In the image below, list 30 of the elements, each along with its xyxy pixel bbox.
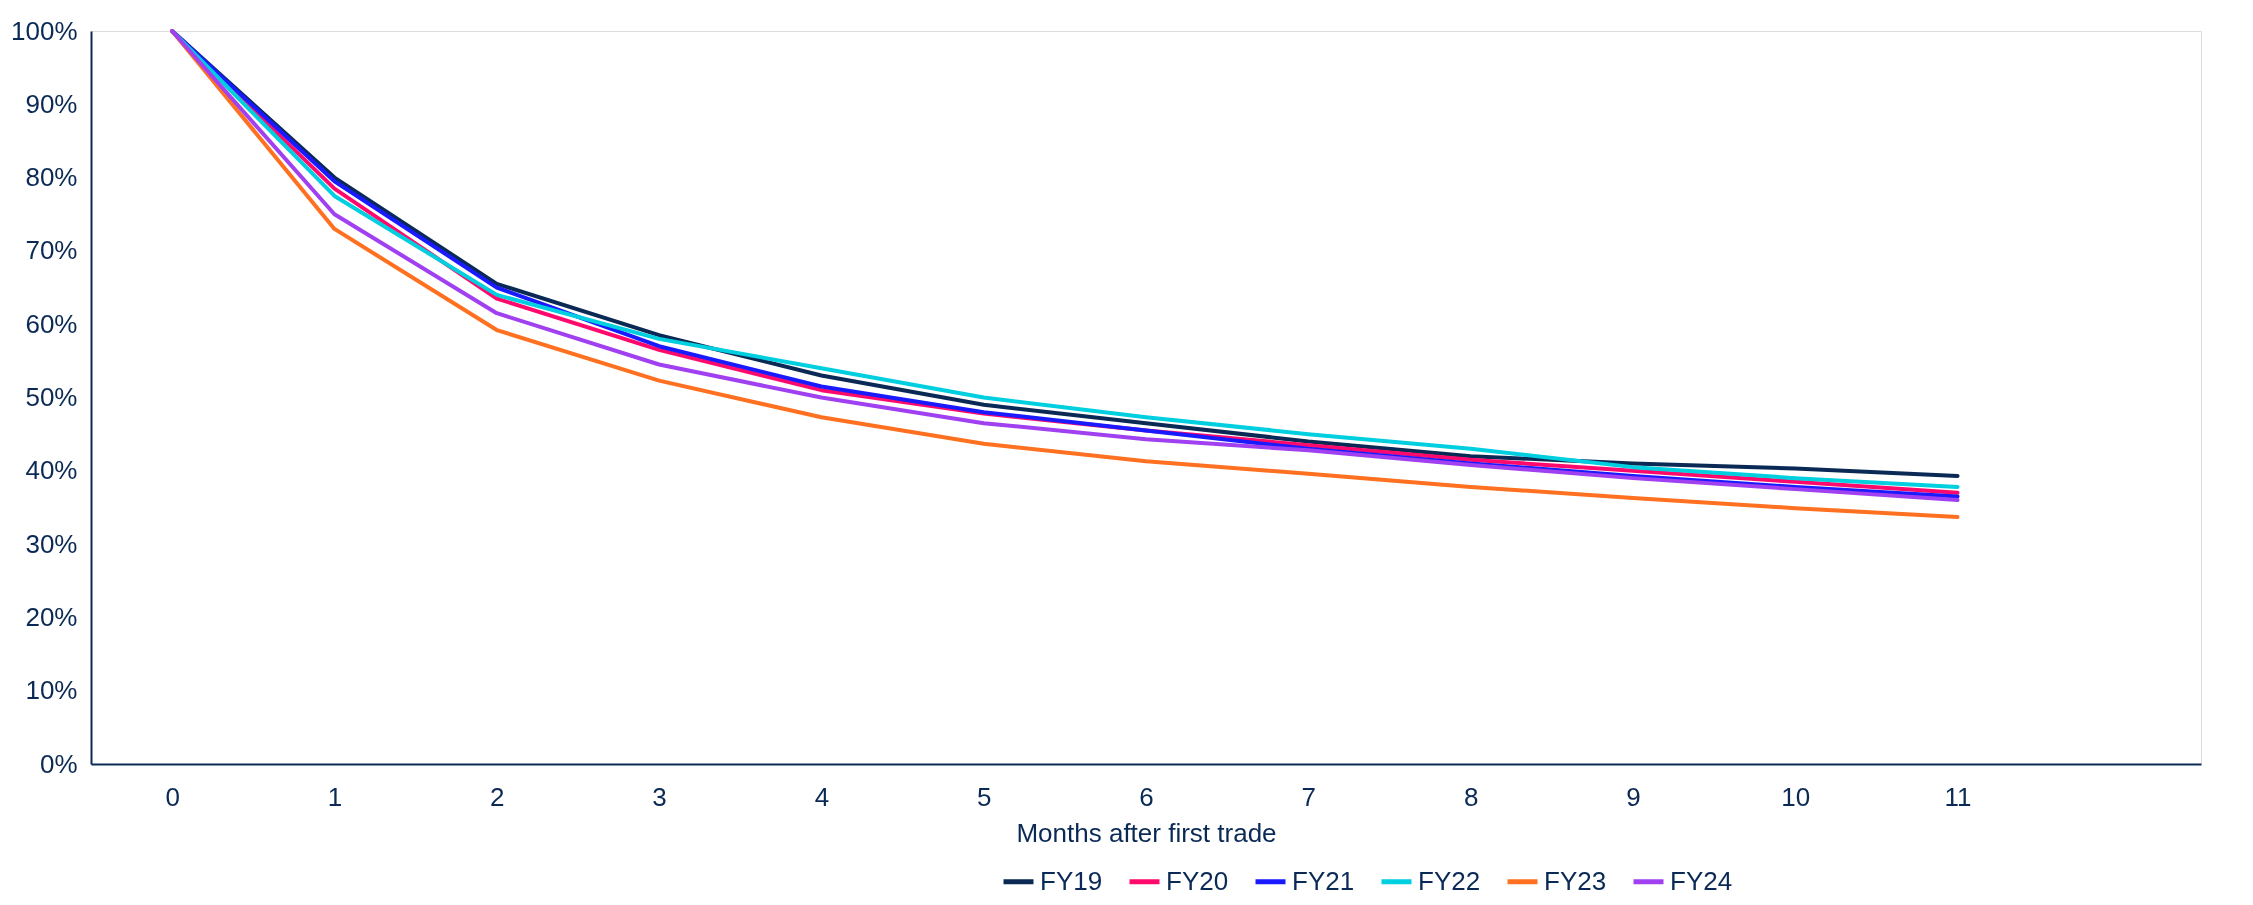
x-tick-label: 3 [652, 781, 667, 812]
legend-label: FY24 [1670, 865, 1733, 896]
y-tick-label: 10% [25, 675, 78, 706]
y-tick-label: 0% [39, 748, 78, 779]
y-tick-label: 20% [25, 601, 78, 632]
x-tick-label: 5 [976, 781, 992, 812]
x-tick-label: 11 [1944, 781, 1972, 812]
x-tick-label: 8 [1463, 781, 1479, 812]
y-tick-label: 50% [25, 382, 78, 412]
legend-label: FY21 [1292, 865, 1355, 896]
legend-label: FY22 [1418, 865, 1481, 896]
x-tick-label: 9 [1626, 781, 1641, 812]
y-tick-label: 90% [25, 88, 78, 119]
y-tick-label: 40% [25, 455, 78, 486]
x-tick-label: 4 [814, 781, 830, 812]
y-tick-label: 70% [25, 235, 78, 266]
y-tick-label: 100% [11, 15, 78, 46]
y-tick-label: 60% [25, 308, 78, 339]
x-tick-label: 0 [165, 781, 180, 812]
legend-label: FY19 [1040, 865, 1103, 896]
x-axis-title: Months after first trade [1016, 817, 1277, 848]
x-tick-label: 1 [327, 781, 343, 812]
y-tick-label: 80% [25, 162, 78, 193]
y-tick-label: 30% [25, 528, 78, 559]
x-tick-label: 6 [1139, 781, 1154, 812]
legend-label: FY23 [1544, 865, 1607, 896]
x-tick-label: 7 [1301, 781, 1317, 812]
x-tick-label: 10 [1781, 781, 1811, 812]
legend-label: FY20 [1166, 865, 1229, 896]
x-tick-label: 2 [490, 781, 505, 812]
